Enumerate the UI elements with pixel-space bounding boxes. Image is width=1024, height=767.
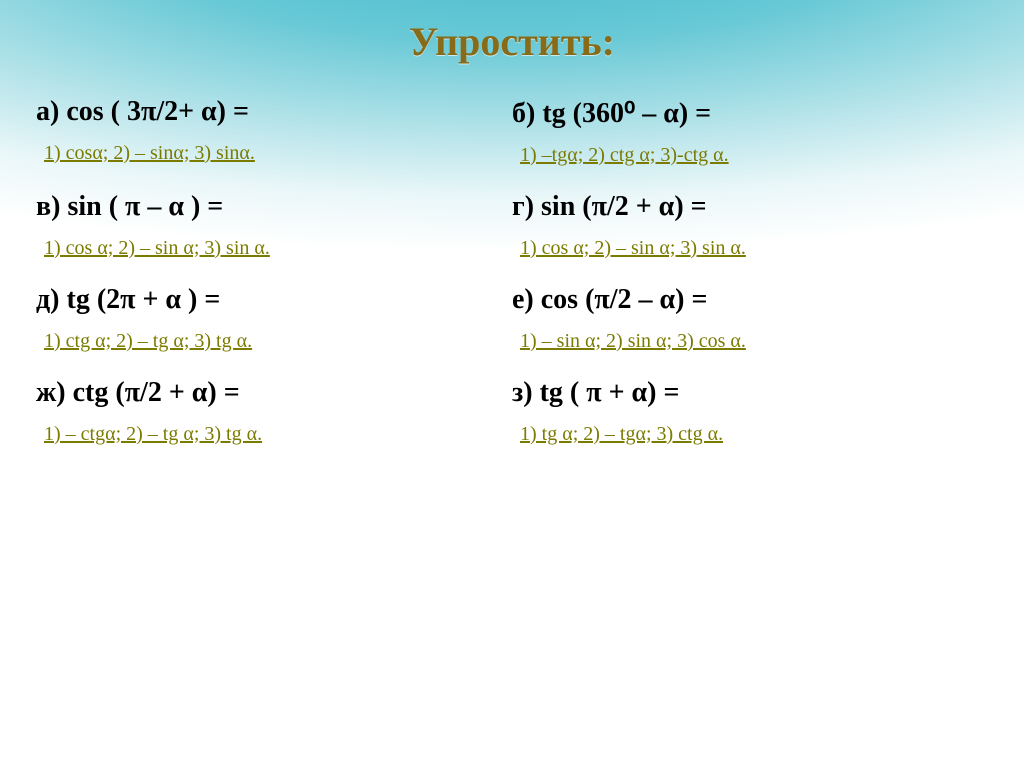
cell-right: б) tg (360⁰ – α) = 1) –tgα; 2) ctg α; 3)… (512, 96, 988, 167)
cell-left: в) sin ( π – α ) = 1) cos α; 2) – sin α;… (36, 167, 512, 260)
question-b: б) tg (360⁰ – α) = (512, 96, 978, 130)
question-e: е) cos (π/2 – α) = (512, 284, 978, 316)
options-a[interactable]: 1) cosα; 2) – sinα; 3) sinα. (36, 142, 502, 165)
question-g: г) sin (π/2 + α) = (512, 191, 978, 223)
options-zh[interactable]: 1) – ctgα; 2) – tg α; 3) tg α. (36, 423, 502, 446)
question-zh: ж) ctg (π/2 + α) = (36, 377, 502, 409)
question-v: в) sin ( π – α ) = (36, 191, 502, 223)
cell-right: г) sin (π/2 + α) = 1) cos α; 2) – sin α;… (512, 167, 988, 260)
question-d: д) tg (2π + α ) = (36, 284, 502, 316)
options-z[interactable]: 1) tg α; 2) – tgα; 3) ctg α. (512, 423, 978, 446)
question-row: ж) ctg (π/2 + α) = 1) – ctgα; 2) – tg α;… (36, 353, 988, 446)
question-row: в) sin ( π – α ) = 1) cos α; 2) – sin α;… (36, 167, 988, 260)
options-e[interactable]: 1) – sin α; 2) sin α; 3) cos α. (512, 330, 978, 353)
question-a: а) cos ( 3π/2+ α) = (36, 96, 502, 128)
cell-right: з) tg ( π + α) = 1) tg α; 2) – tgα; 3) c… (512, 353, 988, 446)
content: а) cos ( 3π/2+ α) = 1) cosα; 2) – sinα; … (36, 96, 988, 747)
options-g[interactable]: 1) cos α; 2) – sin α; 3) sin α. (512, 237, 978, 260)
question-z: з) tg ( π + α) = (512, 377, 978, 409)
question-row: д) tg (2π + α ) = 1) ctg α; 2) – tg α; 3… (36, 260, 988, 353)
cell-left: а) cos ( 3π/2+ α) = 1) cosα; 2) – sinα; … (36, 96, 512, 167)
cell-right: е) cos (π/2 – α) = 1) – sin α; 2) sin α;… (512, 260, 988, 353)
options-b[interactable]: 1) –tgα; 2) ctg α; 3)-ctg α. (512, 144, 978, 167)
page-title: Упростить: (0, 18, 1024, 65)
slide: Упростить: а) cos ( 3π/2+ α) = 1) cosα; … (0, 0, 1024, 767)
options-d[interactable]: 1) ctg α; 2) – tg α; 3) tg α. (36, 330, 502, 353)
question-row: а) cos ( 3π/2+ α) = 1) cosα; 2) – sinα; … (36, 96, 988, 167)
cell-left: ж) ctg (π/2 + α) = 1) – ctgα; 2) – tg α;… (36, 353, 512, 446)
cell-left: д) tg (2π + α ) = 1) ctg α; 2) – tg α; 3… (36, 260, 512, 353)
options-v[interactable]: 1) cos α; 2) – sin α; 3) sin α. (36, 237, 502, 260)
